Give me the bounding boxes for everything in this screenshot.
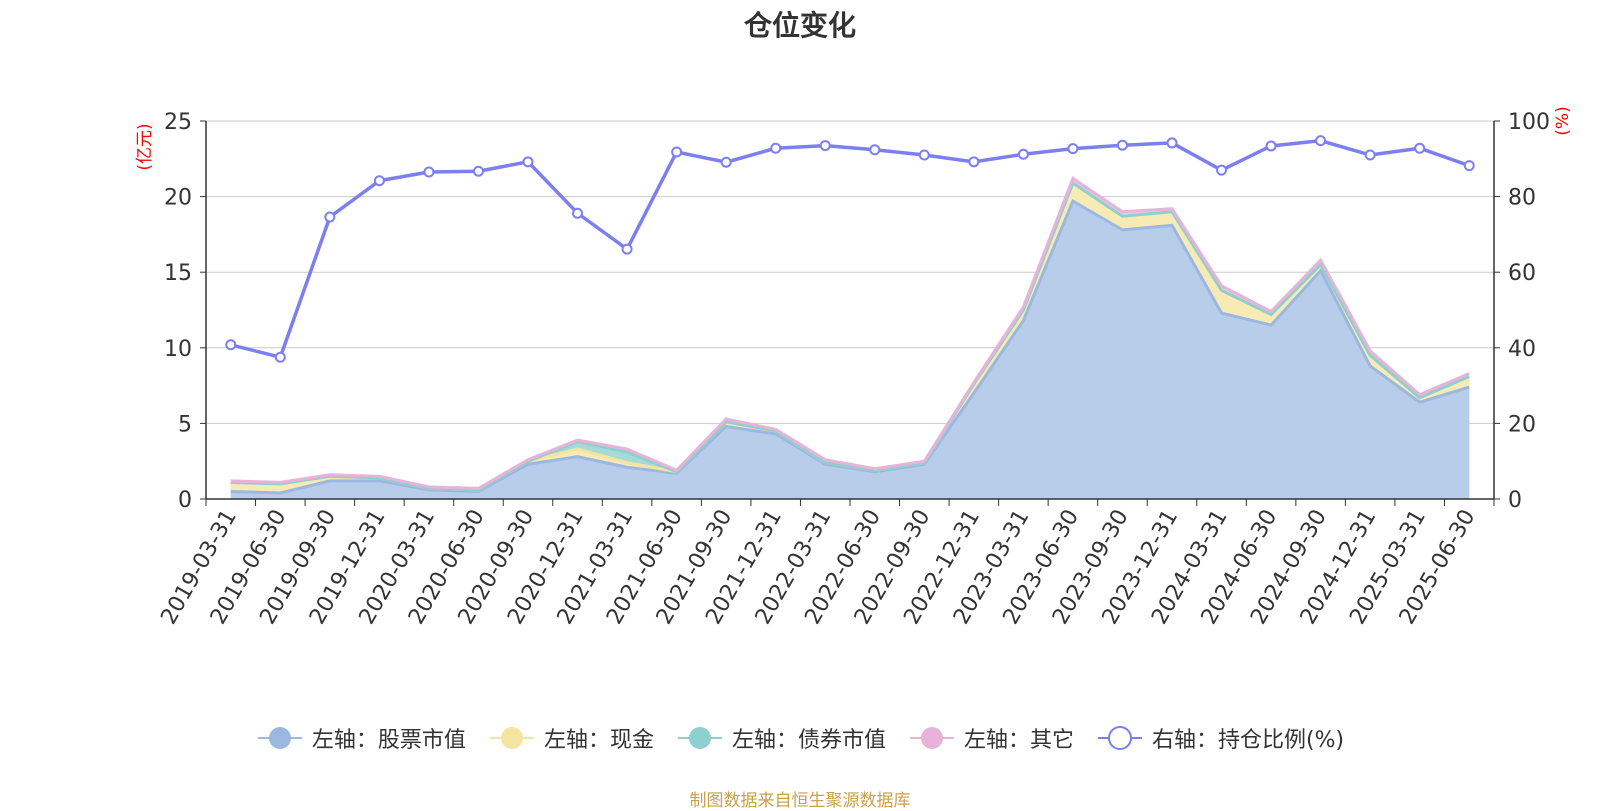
position-ratio-point <box>1166 137 1178 149</box>
legend-label: 右轴：持仓比例(%) <box>1151 728 1345 753</box>
position-ratio-point <box>522 156 534 168</box>
position-ratio-point <box>1067 143 1079 155</box>
position-ratio-point <box>274 351 286 363</box>
y-left-tick-label: 15 <box>164 261 192 286</box>
position-ratio-point <box>770 142 782 154</box>
position-ratio-point <box>572 207 584 219</box>
position-ratio-point <box>225 339 237 351</box>
position-ratio-point <box>423 166 435 178</box>
legend-circle-icon <box>677 727 722 749</box>
y-right-tick-label: 60 <box>1508 261 1536 286</box>
y-left-tick-label: 0 <box>178 488 192 513</box>
y-left-tick-label: 20 <box>164 186 192 211</box>
y-left-tick-label: 5 <box>178 412 192 437</box>
legend-label: 左轴：股票市值 <box>311 728 466 753</box>
position-ratio-point <box>671 146 683 158</box>
position-ratio-point <box>1017 148 1029 160</box>
legend-label: 左轴：债券市值 <box>731 728 886 753</box>
position-ratio-point <box>918 149 930 161</box>
legend-item[interactable]: 右轴：持仓比例(%) <box>1096 722 1344 754</box>
legend-circle-icon <box>909 727 954 749</box>
position-ratio-point <box>1116 139 1128 151</box>
position-ratio-point <box>1315 135 1327 147</box>
position-ratio-point <box>720 156 732 168</box>
y-right-tick-label: 80 <box>1508 186 1536 211</box>
area-0 <box>230 201 1470 500</box>
legend-item[interactable]: 左轴：股票市值 <box>256 722 466 754</box>
position-ratio-point <box>324 211 336 223</box>
area-line-3 <box>230 176 1470 490</box>
area-line-2 <box>230 180 1470 492</box>
footer-source: 制图数据来自恒生聚源数据库 <box>689 791 911 811</box>
legend-item[interactable]: 左轴：其它 <box>908 722 1074 754</box>
y-left-axis-label: (亿元) <box>135 123 155 170</box>
legend-circle-icon <box>257 727 302 749</box>
y-right-tick-label: 20 <box>1508 412 1536 437</box>
y-left-tick-label: 10 <box>164 337 192 362</box>
y-right-tick-label: 40 <box>1508 337 1536 362</box>
y-left-tick-label: 25 <box>164 110 192 135</box>
position-ratio-point <box>1364 149 1376 161</box>
legend-circle-icon <box>489 727 534 749</box>
y-right-axis-label: (%) <box>1553 106 1573 135</box>
position-ratio-point <box>373 175 385 187</box>
y-right-tick-label: 100 <box>1508 110 1550 135</box>
legend-circle-outline-icon <box>1097 726 1142 750</box>
legend-item[interactable]: 左轴：现金 <box>488 722 654 754</box>
position-ratio-point <box>1463 160 1475 172</box>
legend-label: 左轴：现金 <box>543 728 654 753</box>
position-ratio-line <box>230 138 1470 360</box>
position-ratio-point <box>621 243 633 255</box>
position-ratio-point <box>968 156 980 168</box>
position-ratio-point <box>869 144 881 156</box>
position-ratio-point <box>472 165 484 177</box>
legend-label: 左轴：其它 <box>963 728 1074 753</box>
legend-item[interactable]: 左轴：债券市值 <box>676 722 886 754</box>
position-ratio-point <box>1216 164 1228 176</box>
position-ratio-point <box>819 140 831 152</box>
position-ratio-point <box>1265 140 1277 152</box>
chart-title: 仓位变化 <box>743 9 856 42</box>
position-ratio-point <box>1414 142 1426 154</box>
y-right-tick-label: 0 <box>1508 488 1522 513</box>
chart-legend: 左轴：股票市值 左轴：现金 左轴：债券市值 左轴：其它 右轴：持仓比例(%) <box>0 722 1600 754</box>
